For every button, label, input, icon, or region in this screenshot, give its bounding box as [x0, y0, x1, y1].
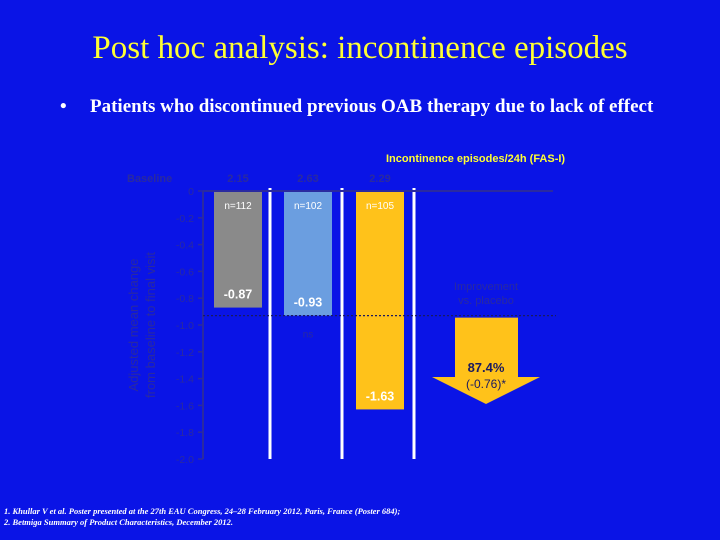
improvement-label-line2: vs. placebo: [458, 295, 514, 307]
baseline-value: 2.15: [227, 173, 248, 185]
y-tick-label: 0: [188, 186, 194, 198]
bullet-dot-icon: •: [60, 96, 67, 117]
bar-n-label: n=112: [224, 201, 252, 212]
improvement-pct: 87.4%: [468, 360, 505, 375]
y-tick-label: -1.8: [176, 427, 194, 439]
baseline-value: 2.29: [369, 173, 390, 185]
y-axis-title-line2: from baseline to final visit: [143, 252, 158, 398]
bar-value-label: -0.87: [224, 288, 253, 302]
y-tick-label: -1.2: [176, 347, 194, 359]
bar-value-label: -1.63: [366, 389, 395, 403]
bullet-text: Patients who discontinued previous OAB t…: [90, 96, 654, 117]
footnotes: 1. Khullar V et al. Poster presented at …: [4, 506, 400, 528]
bar: [356, 191, 404, 410]
y-tick-label: -0.4: [176, 240, 194, 252]
bullet-item: • Patients who discontinued previous OAB…: [60, 96, 653, 118]
slide-title: Post hoc analysis: incontinence episodes: [92, 30, 628, 66]
bar-n-label: n=102: [294, 201, 323, 212]
y-tick-label: -1.0: [176, 320, 194, 332]
y-tick-label: -1.6: [176, 400, 194, 412]
baseline-value: 2.63: [297, 173, 318, 185]
baseline-label: Baseline: [127, 173, 172, 185]
y-tick-label: -0.2: [176, 213, 194, 225]
improvement-label-line1: Improvement: [454, 281, 518, 293]
footnote-2: 2. Betmiga Summary of Product Characteri…: [4, 517, 234, 527]
y-tick-label: -2.0: [176, 454, 194, 466]
bar-value-label: -0.93: [294, 296, 323, 310]
bar: [214, 191, 262, 308]
chart-title: Incontinence episodes/24h (FAS-I): [386, 153, 565, 165]
improvement-diff: (-0.76)*: [466, 377, 506, 391]
bar: [284, 191, 332, 316]
y-tick-label: -0.6: [176, 266, 194, 278]
footnote-1: 1. Khullar V et al. Poster presented at …: [4, 506, 401, 516]
improvement-arrow-icon: [432, 317, 540, 404]
y-axis-title-line1: Adjusted mean change: [126, 259, 141, 392]
y-tick-label: -1.4: [176, 374, 194, 386]
y-tick-label: -0.8: [176, 293, 194, 305]
bar-note: ns: [303, 330, 314, 341]
bar-n-label: n=105: [366, 201, 395, 212]
